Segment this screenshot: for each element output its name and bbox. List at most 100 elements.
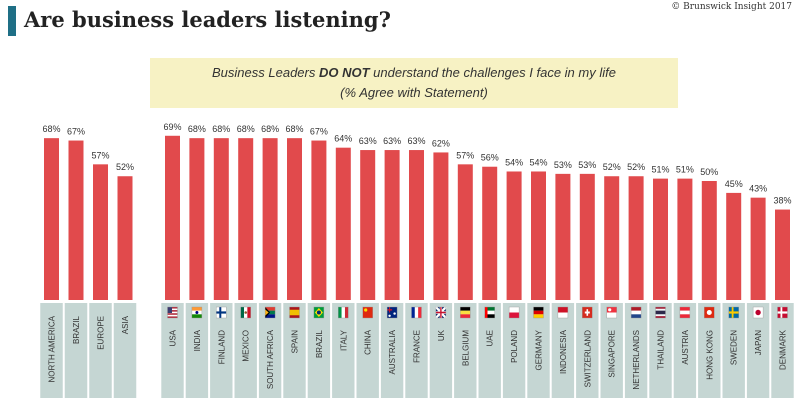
country-label-panel-italy: [332, 303, 355, 398]
statement-banner: Business Leaders DO NOT understand the c…: [150, 58, 678, 108]
country-value-label-uae: 56%: [481, 153, 499, 163]
country-category-label-south-africa: SOUTH AFRICA: [266, 329, 275, 389]
country-bar-belgium: [457, 164, 473, 300]
country-bar-spain: [287, 138, 302, 300]
country-value-label-australia: 63%: [383, 136, 401, 146]
country-bar-india: [189, 138, 205, 300]
country-category-label-singapore: SINGAPORE: [608, 330, 617, 378]
country-bar-finland: [213, 138, 229, 300]
country-label-panel-singapore: [600, 303, 623, 398]
region-value-label-asia: 52%: [116, 162, 134, 172]
country-value-label-japan: 43%: [749, 184, 767, 194]
country-bar-australia: [384, 150, 400, 300]
country-value-label-china: 63%: [359, 136, 377, 146]
flag-china-icon: [362, 306, 373, 319]
country-category-label-thailand: THAILAND: [657, 330, 666, 370]
country-category-label-belgium: BELGIUM: [461, 330, 470, 366]
country-label-panel-japan: [746, 303, 770, 398]
country-value-label-germany: 54%: [529, 157, 547, 167]
flag-switzerland-icon: [582, 306, 593, 319]
country-label-panel-austria: [673, 303, 697, 398]
country-category-label-poland: POLAND: [510, 330, 519, 363]
country-category-label-germany: GERMANY: [535, 329, 544, 370]
country-bar-austria: [677, 178, 693, 300]
country-bar-sweden: [726, 192, 742, 300]
country-label-panel-switzerland: [576, 303, 599, 398]
country-bar-japan: [750, 197, 766, 300]
region-bar-europe: [93, 164, 108, 300]
region-bar-asia: [117, 176, 133, 300]
region-category-label-north-america: NORTH AMERICA: [48, 315, 57, 382]
country-bar-uk: [433, 152, 449, 300]
flag-uk-icon: [435, 306, 447, 319]
country-bar-uae: [482, 166, 498, 300]
flag-uae-icon: [484, 306, 495, 319]
country-bar-singapore: [604, 176, 620, 300]
country-bar-mexico: [238, 138, 254, 300]
country-category-label-finland: FINLAND: [217, 330, 226, 364]
country-category-label-denmark: DENMARK: [779, 329, 788, 370]
flag-mexico-icon: [240, 306, 251, 319]
country-bar-usa: [165, 135, 180, 300]
copyright-text: © Brunswick Insight 2017: [671, 2, 792, 12]
flag-australia-icon: [386, 306, 398, 319]
country-label-panel-usa: [161, 303, 184, 398]
country-label-panel-netherlands: [624, 303, 648, 398]
country-value-label-finland: 68%: [212, 124, 230, 134]
country-bar-brazil: [311, 140, 327, 300]
flag-poland-icon: [508, 306, 520, 319]
country-label-panel-brazil: [307, 303, 331, 398]
country-category-label-uae: UAE: [486, 330, 495, 346]
flag-france-icon: [411, 306, 422, 319]
country-category-label-brazil: BRAZIL: [315, 329, 324, 358]
flag-south-africa-icon: [264, 306, 276, 319]
country-category-label-netherlands: NETHERLANDS: [632, 330, 641, 390]
statement-text-before: Business Leaders: [212, 65, 319, 80]
flag-denmark-icon: [777, 306, 788, 319]
country-value-label-hong-kong: 50%: [700, 167, 718, 177]
country-bar-switzerland: [579, 173, 595, 300]
country-label-panel-germany: [527, 303, 550, 398]
country-category-label-hong-kong: HONG KONG: [705, 330, 714, 380]
country-bar-denmark: [775, 209, 790, 300]
country-label-panel-sweden: [722, 303, 745, 398]
flag-spain-icon: [289, 306, 300, 319]
country-bar-indonesia: [555, 173, 571, 300]
country-bar-china: [360, 150, 376, 300]
country-category-label-indonesia: INDONESIA: [559, 329, 568, 374]
country-label-panel-hong-kong: [698, 303, 721, 398]
region-category-label-europe: EUROPE: [97, 316, 106, 350]
country-value-label-netherlands: 52%: [627, 162, 645, 172]
country-category-label-switzerland: SWITZERLAND: [583, 330, 592, 388]
statement-text-bold: DO NOT: [318, 65, 370, 80]
flag-india-icon: [191, 306, 203, 319]
country-bar-poland: [506, 171, 522, 300]
title-accent-bar: [8, 6, 16, 36]
region-label-panel-brazil: [64, 303, 88, 398]
country-value-label-france: 63%: [407, 136, 425, 146]
flag-italy-icon: [338, 306, 349, 319]
region-label-panel-asia: [113, 303, 137, 398]
statement-line-2: (% Agree with Statement): [340, 85, 488, 100]
flag-indonesia-icon: [557, 306, 569, 319]
country-bar-france: [409, 150, 424, 300]
country-bar-thailand: [653, 178, 668, 300]
region-bar-north-america: [44, 138, 59, 300]
flag-germany-icon: [533, 306, 544, 319]
country-label-panel-france: [405, 303, 428, 398]
region-label-panel-europe: [89, 303, 112, 398]
country-value-label-thailand: 51%: [651, 165, 669, 175]
country-bar-germany: [531, 171, 546, 300]
country-label-panel-indonesia: [551, 303, 575, 398]
country-label-panel-australia: [380, 303, 404, 398]
country-category-label-austria: AUSTRIA: [681, 329, 690, 364]
country-bar-netherlands: [628, 176, 644, 300]
region-value-label-europe: 57%: [91, 150, 109, 160]
country-value-label-usa: 69%: [163, 122, 181, 132]
country-category-label-china: CHINA: [364, 329, 373, 355]
country-value-label-denmark: 38%: [773, 196, 791, 206]
flag-japan-icon: [752, 306, 764, 319]
country-label-panel-belgium: [454, 303, 477, 398]
country-value-label-switzerland: 53%: [578, 160, 596, 170]
